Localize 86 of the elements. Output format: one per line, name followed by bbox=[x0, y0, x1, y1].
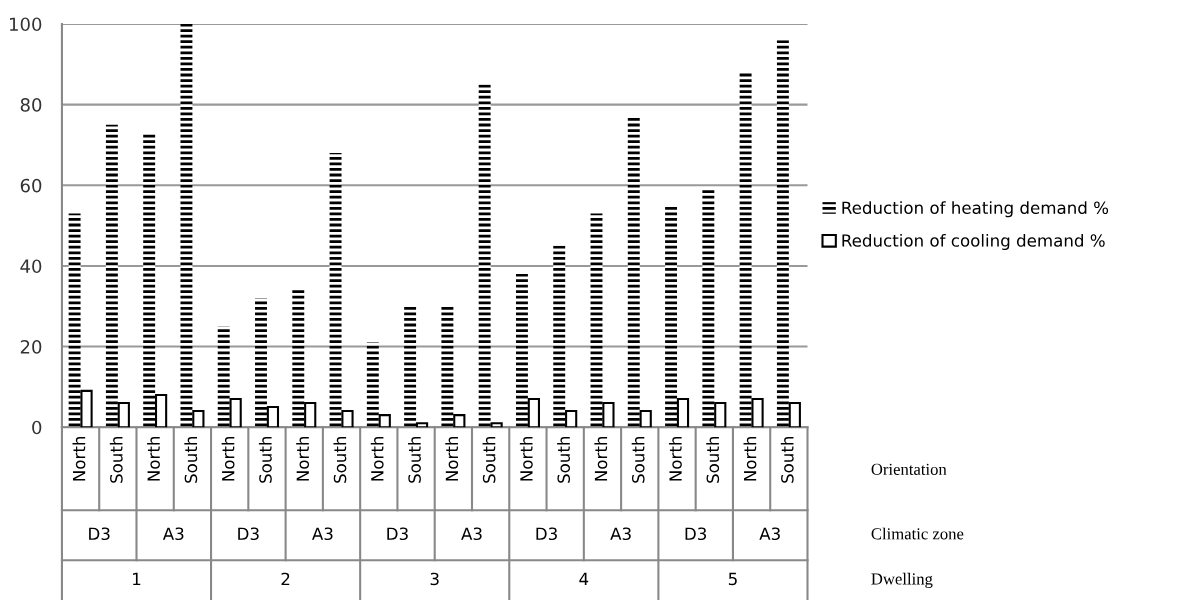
y-tick-label: 40 bbox=[20, 259, 42, 274]
x-tick-label: North bbox=[370, 436, 384, 481]
bar bbox=[329, 153, 342, 428]
bar bbox=[527, 397, 540, 428]
bar bbox=[751, 397, 764, 428]
y-tick-label: 60 bbox=[20, 178, 42, 193]
bar bbox=[553, 245, 566, 428]
legend-label: Reduction of heating demand % bbox=[842, 201, 1109, 218]
bar bbox=[788, 401, 801, 428]
bar bbox=[68, 213, 81, 428]
bar bbox=[292, 290, 305, 428]
text: Orientation bbox=[871, 463, 947, 475]
bar bbox=[515, 273, 528, 428]
bar bbox=[404, 306, 417, 428]
text: Dwelling bbox=[871, 572, 933, 588]
bar bbox=[639, 410, 652, 428]
x-tick-label: North bbox=[147, 436, 160, 481]
text: 4 bbox=[579, 572, 589, 586]
bar bbox=[739, 72, 752, 428]
bar bbox=[702, 189, 715, 428]
legend-label: Reduction of cooling demand % bbox=[842, 233, 1105, 251]
x-tick-label: South bbox=[333, 436, 347, 483]
text: A3 bbox=[162, 527, 184, 541]
bar bbox=[602, 401, 615, 428]
x-tick-label: North bbox=[594, 436, 608, 481]
text: D3 bbox=[387, 527, 408, 541]
bar bbox=[229, 397, 242, 428]
bar bbox=[776, 40, 789, 428]
x-tick-label: South bbox=[109, 436, 123, 483]
text: 1 bbox=[133, 572, 141, 586]
bar bbox=[378, 414, 391, 428]
bar bbox=[565, 410, 578, 428]
bar bbox=[676, 397, 690, 428]
x-tick-label: North bbox=[743, 436, 757, 481]
bar bbox=[154, 393, 168, 428]
bar bbox=[453, 414, 466, 428]
bar bbox=[665, 205, 678, 428]
bar bbox=[627, 116, 640, 428]
bar bbox=[266, 406, 280, 428]
text: 3 bbox=[430, 572, 439, 586]
x-tick-label: South bbox=[184, 436, 198, 483]
text: 5 bbox=[728, 572, 737, 586]
x-tick-label: North bbox=[221, 436, 235, 481]
bar bbox=[80, 389, 93, 428]
x-tick-label: North bbox=[72, 436, 86, 481]
x-tick-label: North bbox=[668, 436, 682, 481]
y-tick-label: 100 bbox=[10, 17, 42, 32]
bar bbox=[192, 410, 205, 428]
text: Climatic zone bbox=[871, 527, 964, 540]
text: A3 bbox=[759, 527, 780, 541]
x-tick-label: South bbox=[557, 436, 571, 483]
text: D3 bbox=[89, 527, 110, 541]
bar bbox=[490, 422, 503, 428]
y-tick-label: 80 bbox=[20, 98, 42, 112]
text: D3 bbox=[238, 527, 259, 541]
y-tick-label: 20 bbox=[20, 340, 42, 354]
bar bbox=[341, 410, 354, 428]
bar bbox=[117, 401, 130, 428]
y-tick-label: 0 bbox=[32, 420, 42, 435]
text: A3 bbox=[461, 527, 482, 541]
x-tick-label: South bbox=[631, 436, 645, 483]
x-tick-label: North bbox=[296, 436, 310, 481]
bar bbox=[255, 298, 267, 428]
bar bbox=[366, 342, 379, 428]
bar bbox=[143, 132, 156, 428]
bar bbox=[478, 84, 491, 428]
text: D3 bbox=[685, 527, 707, 541]
text: 2 bbox=[281, 572, 290, 586]
bar bbox=[714, 401, 727, 428]
bar bbox=[590, 213, 603, 428]
bar bbox=[415, 422, 429, 428]
x-tick-label: South bbox=[780, 436, 794, 483]
bar bbox=[304, 401, 317, 428]
x-tick-label: North bbox=[519, 436, 533, 481]
x-tick-label: South bbox=[258, 436, 272, 483]
bar bbox=[105, 124, 118, 428]
bar bbox=[180, 24, 193, 428]
bar bbox=[441, 306, 454, 428]
text: A3 bbox=[610, 527, 631, 541]
x-tick-label: South bbox=[706, 436, 720, 483]
text: A3 bbox=[312, 527, 333, 541]
x-tick-label: South bbox=[408, 436, 421, 483]
x-tick-label: North bbox=[445, 436, 459, 481]
bar bbox=[217, 326, 230, 428]
x-tick-label: South bbox=[482, 436, 496, 483]
text: D3 bbox=[536, 527, 557, 541]
